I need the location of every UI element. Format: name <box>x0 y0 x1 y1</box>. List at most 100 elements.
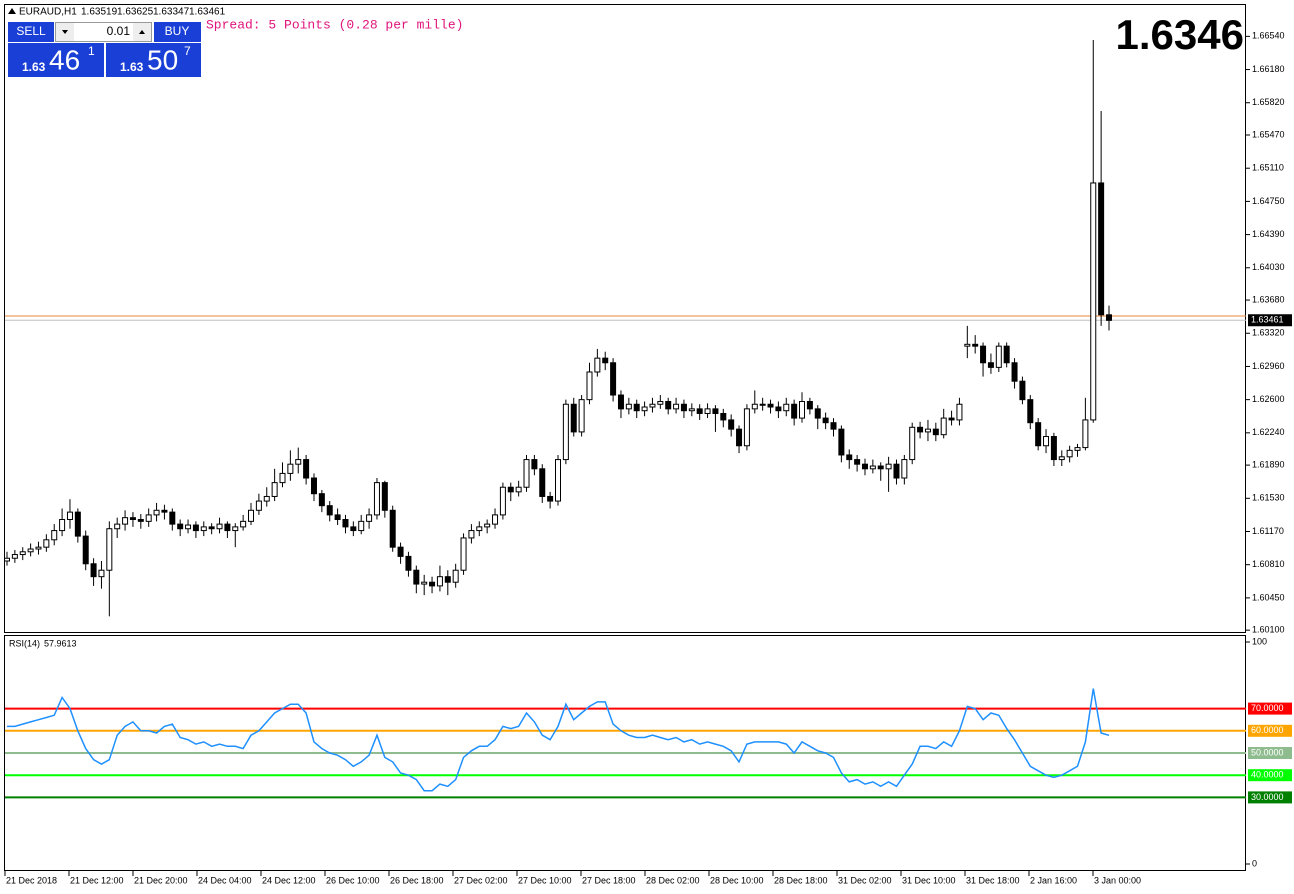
candle-body <box>649 403 656 408</box>
candle-body <box>602 357 609 364</box>
candle-body <box>987 362 994 368</box>
bid-label: 1.63461 <box>1251 315 1284 325</box>
candle-body <box>783 403 790 412</box>
rsi-name: RSI(14) <box>9 638 40 648</box>
candle-body <box>326 505 333 516</box>
candle-body <box>444 576 451 583</box>
candle-body <box>633 403 640 412</box>
candle-body <box>877 465 884 470</box>
x-tick-label: 24 Dec 04:00 <box>198 875 252 885</box>
candle-body <box>1027 399 1034 424</box>
x-tick-label: 3 Jan 00:00 <box>1094 875 1141 885</box>
y-tick-label: 1.64750 <box>1252 196 1285 206</box>
candle-body <box>531 459 538 470</box>
candle-body <box>287 463 294 474</box>
candle-body <box>200 526 207 532</box>
candle-body <box>657 400 664 405</box>
candle-body <box>413 569 420 585</box>
y-tick-label: 1.66180 <box>1252 64 1285 74</box>
candle-body <box>318 493 325 507</box>
candle-body <box>806 400 813 410</box>
x-tick-label: 26 Dec 18:00 <box>390 875 444 885</box>
candle-body <box>924 428 931 433</box>
candle-body <box>838 428 845 456</box>
sell-button[interactable] <box>8 22 54 42</box>
candle-body <box>1090 182 1097 421</box>
candle-body <box>98 569 105 578</box>
candle-body <box>389 509 396 548</box>
sell-price-pips: 46 <box>49 44 80 75</box>
level-label-box <box>1248 769 1292 782</box>
x-tick-label: 31 Dec 10:00 <box>902 875 956 885</box>
candle-body <box>956 403 963 421</box>
candle-body <box>295 459 302 465</box>
candle-body <box>373 482 380 516</box>
x-tick-label: 26 Dec 10:00 <box>326 875 380 885</box>
y-tick-label: 1.60100 <box>1252 625 1285 635</box>
x-tick-label: 27 Dec 10:00 <box>518 875 572 885</box>
candle-body <box>846 454 853 461</box>
y-tick-label: 1.61170 <box>1252 526 1284 536</box>
candle-body <box>106 528 113 571</box>
lot-box[interactable] <box>55 22 152 42</box>
sell-label[interactable]: SELL <box>16 24 46 38</box>
candle-body <box>712 408 719 414</box>
candle-body <box>1050 436 1057 461</box>
candle-body <box>90 563 97 578</box>
y-tick-label: 1.62960 <box>1252 361 1285 371</box>
candle-body <box>893 463 900 479</box>
candle-body <box>901 459 908 479</box>
candle-body <box>814 408 821 419</box>
candle-body <box>995 345 1002 368</box>
candle-body <box>736 428 743 447</box>
candle-body <box>688 408 695 412</box>
candle-body <box>665 400 672 410</box>
buy-price-box[interactable] <box>106 43 201 77</box>
candle-body <box>468 530 475 539</box>
candle-body <box>499 486 506 516</box>
x-tick-label: 21 Dec 12:00 <box>70 875 124 885</box>
candle-body <box>145 514 152 522</box>
buy-label[interactable]: BUY <box>165 24 190 38</box>
candle-body <box>263 495 270 502</box>
candle-body <box>421 581 428 585</box>
y-tick-label: 1.63320 <box>1252 328 1285 338</box>
buy-price-pips: 50 <box>147 44 178 75</box>
candle-body <box>366 514 373 522</box>
candle-body <box>625 403 632 410</box>
candle-body <box>255 500 262 511</box>
candle-body <box>964 343 971 347</box>
candle-body <box>696 408 703 414</box>
sell-price-box[interactable] <box>8 43 104 77</box>
y-tick-label: 1.65110 <box>1252 163 1284 173</box>
candle-body <box>350 526 357 532</box>
level-label: 50.0000 <box>1251 747 1284 757</box>
level-label: 60.0000 <box>1251 725 1284 735</box>
candle-body <box>940 417 947 436</box>
x-tick-label: 31 Dec 02:00 <box>838 875 892 885</box>
candle-body <box>799 400 806 419</box>
candle-body <box>869 465 876 470</box>
candle-body <box>980 345 987 364</box>
y-tick-label: 1.62600 <box>1252 394 1285 404</box>
candle-body <box>948 417 955 421</box>
candle-body <box>704 408 711 414</box>
candle-body <box>932 428 939 436</box>
candle-body <box>4 557 10 562</box>
y-tick-label: 1.64030 <box>1252 262 1285 272</box>
buy-button[interactable] <box>154 22 201 42</box>
candle-body <box>617 394 624 410</box>
candle-body <box>1106 314 1112 321</box>
big-price: 1.6346 <box>1116 11 1244 58</box>
candle-body <box>759 403 766 406</box>
candle-body <box>578 399 585 433</box>
candle-body <box>586 371 593 401</box>
level-label: 30.0000 <box>1251 792 1284 802</box>
lot-value[interactable]: 0.01 <box>107 24 131 38</box>
bid-label-box <box>1248 314 1292 327</box>
y-tick-label: 100 <box>1252 636 1267 646</box>
candle-body <box>59 519 66 532</box>
candle-body <box>610 362 617 396</box>
y-tick-label: 1.61890 <box>1252 459 1285 469</box>
